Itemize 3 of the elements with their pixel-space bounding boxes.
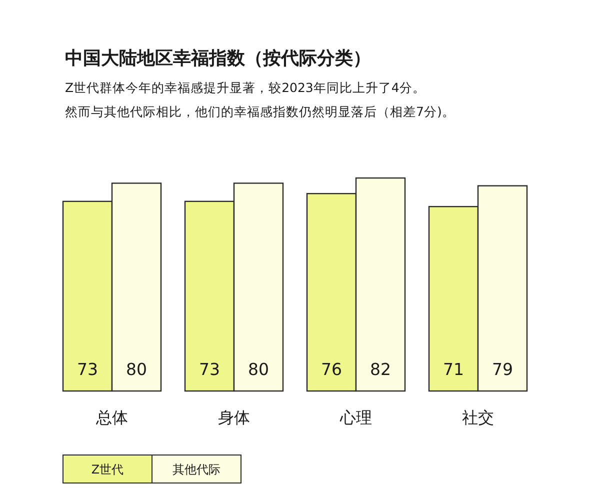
subtitle: Z世代群体今年的幸福感提升显著，较2023年同比上升了4分。: [65, 80, 426, 95]
title: 中国大陆地区幸福指数（按代际分类）: [65, 48, 371, 69]
annotation: 然而与其他代际相比，他们的幸福感指数仍然明显落后（相差7分)。: [65, 104, 455, 119]
